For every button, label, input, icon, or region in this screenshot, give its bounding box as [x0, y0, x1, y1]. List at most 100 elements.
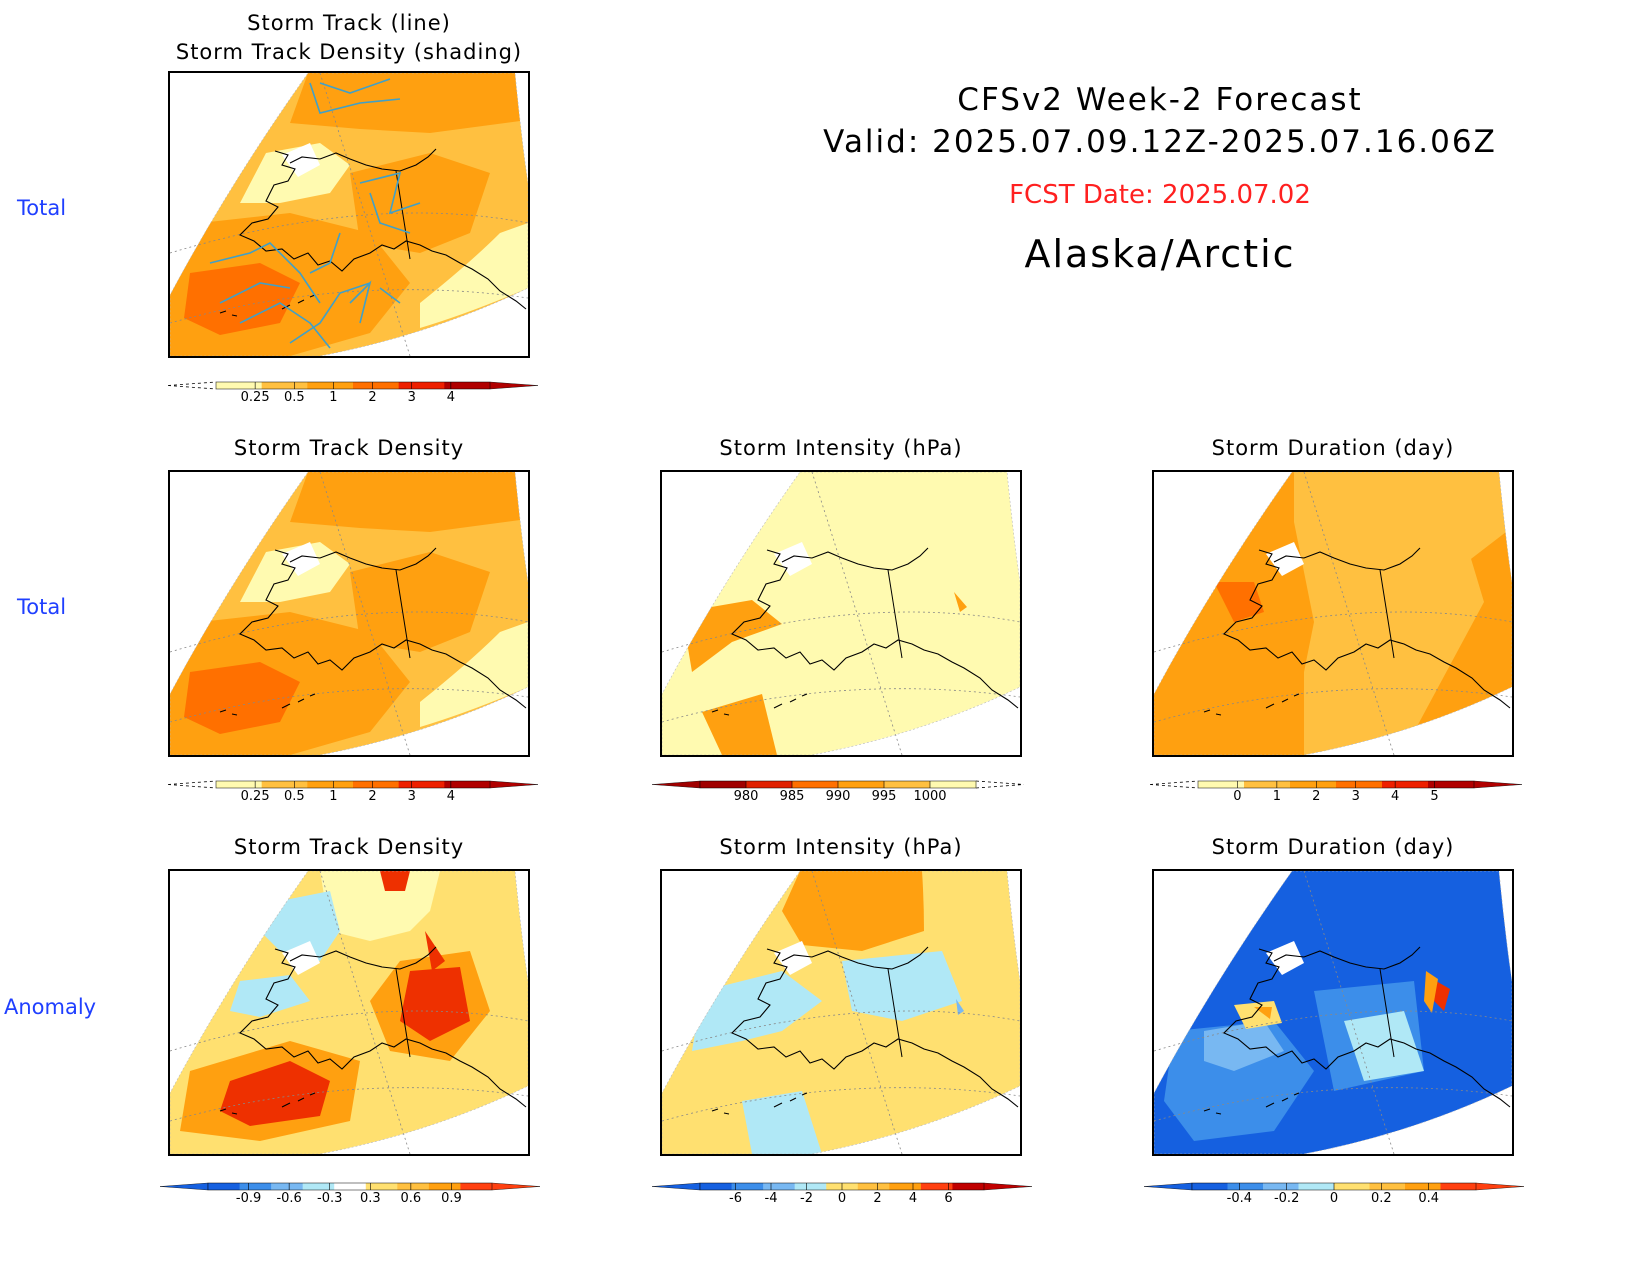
panel-title-density-anom: Storm Track Density	[233, 835, 465, 859]
map-canvas	[170, 472, 528, 755]
colorbar-tick-label: 1	[1273, 789, 1281, 804]
colorbar-tick-label: 3	[408, 390, 416, 405]
panel-title-density-total: Storm Track Density	[233, 436, 465, 460]
colorbar-tick-label: 980	[734, 789, 759, 804]
colorbar-swatch	[302, 1183, 335, 1190]
colorbar-swatch	[794, 1183, 827, 1190]
colorbar-tick-label: 4	[909, 1191, 917, 1206]
map-panel-density-anom	[168, 869, 530, 1156]
colorbar-tick-label: -0.3	[317, 1191, 342, 1206]
colorbar-density-total: 0.25 0.5 1 2 3 4	[167, 778, 539, 806]
colorbar-swatch	[889, 1183, 922, 1190]
map-panel-density-total	[168, 470, 530, 757]
colorbar-tick-label: 4	[447, 789, 455, 804]
panel-title-duration-total: Storm Duration (day)	[1211, 436, 1455, 460]
colorbar-swatch	[1227, 1183, 1264, 1190]
colorbar-tick-label: 0	[838, 1191, 846, 1206]
colorbar-swatch	[307, 781, 354, 788]
colorbar-tick-label: -0.4	[1227, 1191, 1252, 1206]
map-canvas	[662, 871, 1020, 1154]
map-panel-duration-anom	[1152, 869, 1514, 1156]
colorbar-tick-label: 6	[944, 1191, 952, 1206]
colorbar-swatch	[884, 781, 931, 788]
valid-period: Valid: 2025.07.09.12Z-2025.07.16.06Z	[823, 124, 1497, 160]
map-canvas	[170, 871, 528, 1154]
colorbar-swatch	[1244, 781, 1291, 788]
colorbar-tick-label: 1	[329, 390, 337, 405]
colorbar-swatch	[700, 1183, 733, 1190]
colorbar-tick-label: 2	[873, 1191, 881, 1206]
colorbar-tick-label: 990	[826, 789, 851, 804]
colorbar-tick-label: 1000	[913, 789, 946, 804]
colorbar-swatch	[731, 1183, 764, 1190]
colorbar-swatch	[398, 382, 445, 389]
colorbar-swatch	[239, 1183, 272, 1190]
forecast-date: FCST Date: 2025.07.02	[1009, 180, 1311, 210]
colorbar-tick-label: 2	[368, 390, 376, 405]
panel-title-track-line: Storm Track (line)	[247, 11, 451, 35]
colorbar-tick-label: 5	[1430, 789, 1438, 804]
colorbar-density-anom: -0.9 -0.6 -0.3 0.3 0.6 0.9	[159, 1180, 541, 1208]
colorbar-duration-anom: -0.4 -0.2 0 0.2 0.4	[1143, 1180, 1525, 1208]
colorbar-tick-label: 985	[780, 789, 805, 804]
region-name: Alaska/Arctic	[1024, 232, 1296, 276]
row-label-total-2: Total	[17, 595, 67, 619]
map-panel-track-density-lines	[168, 71, 530, 358]
colorbar-swatch	[444, 382, 491, 389]
colorbar-swatch	[271, 1183, 304, 1190]
colorbar-swatch	[1198, 781, 1245, 788]
colorbar-tick-label: 2	[368, 789, 376, 804]
colorbar-swatch	[1440, 1183, 1477, 1190]
colorbar-swatch	[792, 781, 839, 788]
colorbar-swatch	[1290, 781, 1337, 788]
colorbar-swatch	[746, 781, 793, 788]
colorbar-intensity-total: 980 985 990 995 1000	[651, 778, 1025, 806]
colorbar-swatch	[353, 382, 400, 389]
map-canvas	[662, 472, 1020, 755]
colorbar-swatch	[1298, 1183, 1335, 1190]
colorbar-tick-label: 4	[447, 390, 455, 405]
colorbar-intensity-anom: -6 -4 -2 0 2 4 6	[651, 1180, 1033, 1208]
colorbar-swatch	[398, 781, 445, 788]
colorbar-swatch	[334, 1183, 367, 1190]
colorbar-swatch	[1336, 781, 1383, 788]
panel-title-track-shading: Storm Track Density (shading)	[175, 40, 523, 64]
row-label-anomaly: Anomaly	[4, 995, 97, 1019]
colorbar-tick-label: 0.2	[1371, 1191, 1392, 1206]
colorbar-swatch	[307, 382, 354, 389]
colorbar-swatch	[1405, 1183, 1441, 1190]
colorbar-tick-label: -4	[765, 1191, 778, 1206]
panel-title-intensity-anom: Storm Intensity (hPa)	[719, 835, 963, 859]
colorbar-tick-label: -2	[800, 1191, 813, 1206]
colorbar-tick-label: 0.5	[284, 789, 305, 804]
colorbar-tick-label: 1	[329, 789, 337, 804]
colorbar-swatch	[920, 1183, 953, 1190]
colorbar-swatch	[365, 1183, 398, 1190]
colorbar-swatch	[444, 781, 491, 788]
colorbar-tick-label: 0	[1233, 789, 1241, 804]
map-panel-intensity-anom	[660, 869, 1022, 1156]
map-canvas	[1154, 472, 1512, 755]
panel-title-intensity-total: Storm Intensity (hPa)	[719, 436, 963, 460]
colorbar-swatch	[763, 1183, 796, 1190]
colorbar-tick-label: -0.2	[1274, 1191, 1299, 1206]
colorbar-tick-label: -6	[729, 1191, 742, 1206]
colorbar-swatch	[1428, 781, 1475, 788]
colorbar-tick-label: 0.6	[401, 1191, 422, 1206]
colorbar-swatch	[216, 382, 263, 389]
colorbar-tick-label: 3	[408, 789, 416, 804]
colorbar-swatch	[700, 781, 747, 788]
forecast-title: CFSv2 Week-2 Forecast	[957, 82, 1363, 118]
colorbar-swatch	[952, 1183, 985, 1190]
colorbar-tick-label: 4	[1391, 789, 1399, 804]
colorbar-swatch	[460, 1183, 493, 1190]
colorbar-swatch	[353, 781, 400, 788]
colorbar-tick-label: 3	[1352, 789, 1360, 804]
colorbar-tick-label: 0.25	[241, 789, 270, 804]
colorbar-tick-label: 0.4	[1418, 1191, 1439, 1206]
colorbar-tick-label: 0.25	[241, 390, 270, 405]
colorbar-swatch	[1382, 781, 1429, 788]
colorbar-tick-label: 0.9	[441, 1191, 462, 1206]
colorbar-swatch	[1192, 1183, 1228, 1190]
colorbar-swatch	[857, 1183, 890, 1190]
